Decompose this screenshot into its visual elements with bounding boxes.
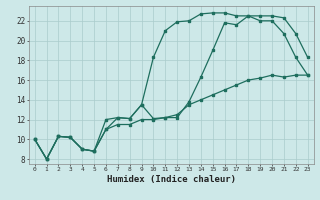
X-axis label: Humidex (Indice chaleur): Humidex (Indice chaleur) [107, 175, 236, 184]
